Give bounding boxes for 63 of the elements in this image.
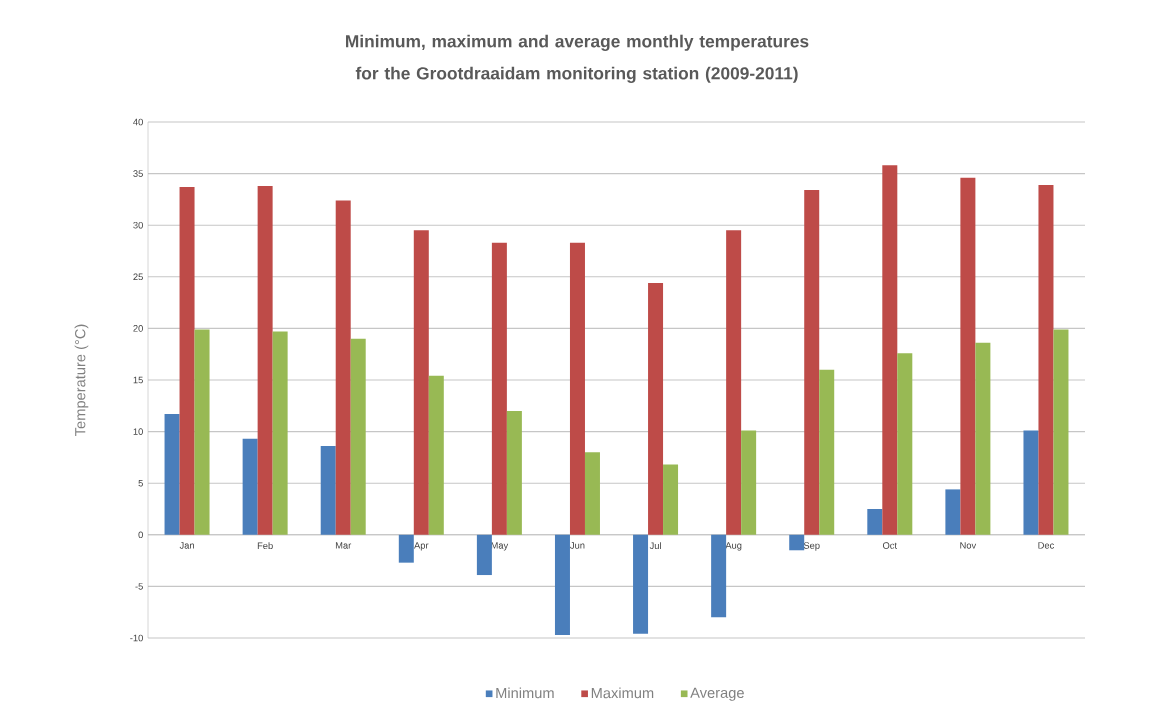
bar	[335, 200, 351, 535]
chart-title: Minimum, maximum and average monthly temperatures for the Grootdraaidam monitoring station (2009-2011)	[346, 34, 809, 83]
x-tick-label: Aug	[725, 542, 742, 551]
bar	[242, 438, 258, 535]
bar	[663, 464, 679, 535]
y-tick-label: 35	[133, 170, 143, 177]
bar	[897, 353, 913, 535]
y-tick-label: 5	[138, 479, 143, 487]
y-tick-label: 20	[133, 325, 143, 332]
bar	[476, 534, 492, 576]
bar	[882, 165, 898, 535]
legend-label: Maximum	[591, 687, 654, 699]
y-tick-label: 0	[138, 531, 143, 539]
legend-label: Average	[690, 687, 744, 701]
x-tick-label: Jul	[649, 542, 661, 550]
bar	[741, 430, 757, 535]
bar	[320, 446, 336, 535]
bar	[554, 534, 570, 635]
y-tick-label: 40	[133, 118, 143, 126]
bar	[179, 187, 195, 535]
bar	[804, 190, 820, 535]
x-tick-label: Oct	[882, 542, 897, 549]
bar	[164, 414, 180, 535]
bar	[1053, 329, 1069, 535]
x-tick-label: Feb	[257, 542, 273, 550]
bar	[569, 242, 585, 535]
bar	[257, 185, 273, 535]
x-tick-label: Nov	[960, 542, 977, 549]
bar	[194, 329, 210, 535]
bar	[867, 509, 883, 535]
bar	[975, 342, 991, 535]
bar	[789, 534, 805, 551]
bar	[1038, 184, 1054, 535]
bar	[711, 534, 727, 618]
y-tick-label: -5	[135, 583, 143, 590]
bar	[633, 534, 649, 634]
bar	[350, 338, 366, 535]
bar	[506, 410, 522, 535]
bar	[726, 230, 742, 535]
y-axis-title: Temperature (°C)	[74, 324, 89, 436]
legend-label: Minimum	[496, 687, 554, 699]
y-tick-label: 30	[133, 221, 143, 229]
y-tick-label: -10	[130, 634, 143, 642]
bar	[584, 452, 600, 535]
x-tick-label: Sep	[803, 542, 820, 551]
bar	[960, 177, 976, 535]
x-tick-label: Apr	[414, 542, 429, 551]
x-tick-label: Jun	[570, 542, 585, 549]
bar	[398, 534, 414, 563]
bar	[413, 230, 429, 535]
x-tick-label: Jan	[179, 542, 194, 549]
bar	[819, 369, 835, 535]
bar	[491, 242, 507, 535]
x-tick-label: Dec	[1038, 542, 1055, 549]
y-tick-label: 10	[133, 428, 143, 435]
bar	[1023, 430, 1039, 535]
y-tick-label: 15	[133, 376, 143, 384]
bar	[428, 375, 444, 535]
bar	[648, 282, 664, 535]
x-tick-label: Mar	[335, 542, 352, 549]
y-tick-label: 25	[133, 273, 143, 281]
bar	[272, 331, 288, 535]
bar	[945, 489, 961, 535]
